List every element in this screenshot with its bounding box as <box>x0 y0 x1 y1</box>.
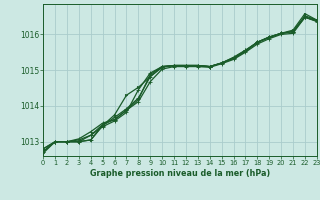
X-axis label: Graphe pression niveau de la mer (hPa): Graphe pression niveau de la mer (hPa) <box>90 169 270 178</box>
